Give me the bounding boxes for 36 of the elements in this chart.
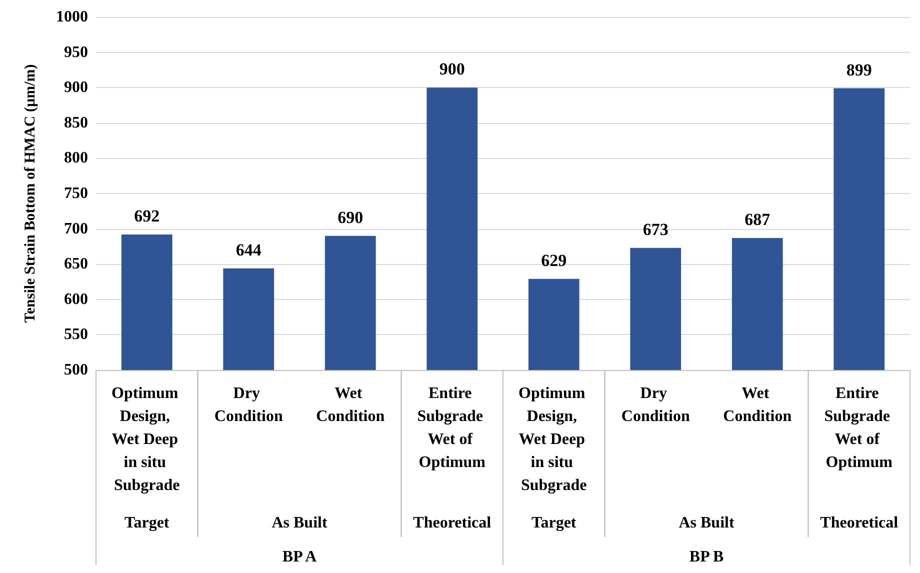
y-tick-label: 700 xyxy=(64,220,88,238)
data-label: 644 xyxy=(236,240,262,260)
text: BP B xyxy=(689,548,724,566)
text: As Built xyxy=(678,514,735,532)
data-label: 899 xyxy=(846,60,872,80)
x-tick-label: Dry Condition xyxy=(214,385,283,425)
y-tick-label: 600 xyxy=(64,290,88,308)
x-tick-label: Wet Condition xyxy=(723,385,792,425)
data-label: 690 xyxy=(338,208,364,227)
x-tick-label: Dry Condition xyxy=(621,385,690,425)
x-tick-label: Entire Subgrade Wet of Optimum xyxy=(417,385,488,471)
text: BP A xyxy=(282,548,318,566)
y-tick-label: 850 xyxy=(64,114,88,132)
text: Theoretical xyxy=(413,514,492,532)
y-tick-label: 800 xyxy=(64,150,88,167)
x-tick-label: Optimum Design, Wet Deep in situ Subgrade xyxy=(112,385,182,494)
data-label: 673 xyxy=(642,220,668,239)
y-tick-label: 500 xyxy=(64,362,88,378)
data-label: 629 xyxy=(541,250,567,270)
x-tick-label: Entire Subgrade Wet of Optimum xyxy=(824,385,894,471)
data-label: 687 xyxy=(744,210,771,229)
x-tick-label: Wet Condition xyxy=(316,385,385,425)
y-tick-label: 750 xyxy=(64,185,88,202)
y-axis-title: Tensile Strain Bottom of HMAC (µm/m) xyxy=(22,64,38,323)
y-tick-label: 1000 xyxy=(56,8,88,26)
y-tick-label: 950 xyxy=(64,44,88,61)
y-tick-label: 900 xyxy=(64,79,88,96)
y-tick-label: 650 xyxy=(64,256,88,273)
text: Theoretical xyxy=(820,514,899,532)
x-tick-label: Optimum Design, Wet Deep in situ Subgrade xyxy=(518,385,590,494)
text: As Built xyxy=(272,514,328,532)
data-label: 692 xyxy=(134,206,160,226)
text: Target xyxy=(532,514,577,532)
y-tick-label: 550 xyxy=(64,326,88,344)
text: Target xyxy=(124,514,170,532)
data-label: 900 xyxy=(439,60,465,79)
